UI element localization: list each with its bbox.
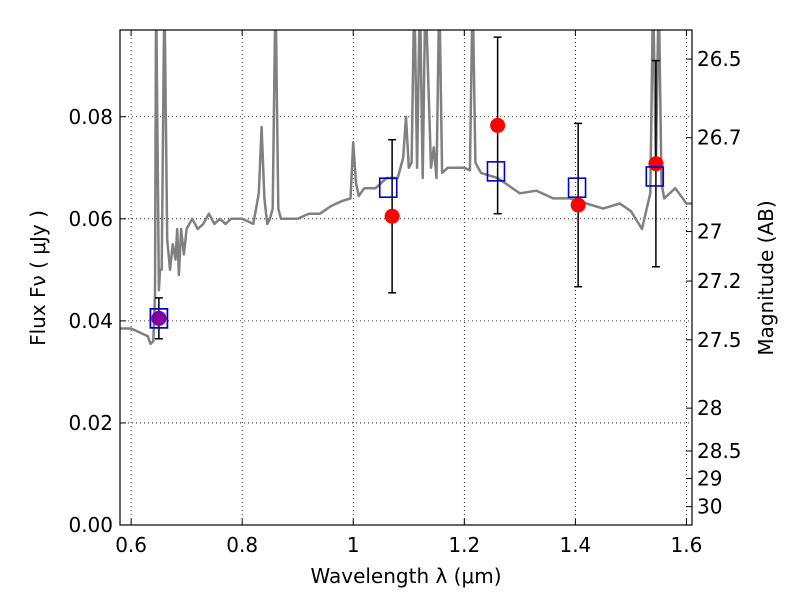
observed-point	[570, 197, 586, 213]
plot-background	[120, 30, 692, 525]
x-tick-label: 1.2	[448, 533, 480, 557]
x-tick-label: 1	[347, 533, 360, 557]
magnitude-tick-label: 30	[697, 495, 722, 519]
x-tick-label: 1.6	[671, 533, 703, 557]
magnitude-tick-label: 29	[697, 467, 722, 491]
magnitude-tick-label: 28	[697, 396, 722, 420]
magnitude-tick-label: 26.5	[697, 47, 742, 71]
model-photometry-point	[486, 161, 506, 182]
observed-point	[490, 117, 506, 133]
magnitude-tick-label: 27.2	[697, 269, 742, 293]
plot-area	[120, 30, 692, 346]
x-axis-label: Wavelength λ (μm)	[310, 564, 501, 588]
x-tick-label: 0.6	[115, 533, 147, 557]
y-axis-label: Flux Fν ( μJy )	[26, 210, 50, 346]
y-tick-label: 0.00	[68, 513, 113, 537]
model-photometry-points	[149, 161, 665, 329]
model-photometry-point	[567, 177, 587, 198]
y-tick-label: 0.06	[68, 207, 113, 231]
plot-frame	[119, 29, 693, 526]
x-tick-label: 0.8	[226, 533, 258, 557]
observed-point	[384, 208, 400, 224]
magnitude-tick-label: 28.5	[697, 439, 742, 463]
sed-model-line	[120, 30, 692, 346]
y-axis-ticks: 0.00 0.02 0.04 0.06 0.08	[68, 105, 126, 537]
magnitude-tick-label: 27	[697, 220, 722, 244]
magnitude-tick-label: 26.7	[697, 126, 742, 150]
x-axis-ticks: 0.6 0.8 1 1.2 1.4 1.6	[115, 30, 702, 557]
model-photometry-point-outline	[149, 308, 169, 329]
y-tick-label: 0.08	[68, 105, 113, 129]
right-axis-label: Magnitude (AB)	[754, 200, 778, 355]
y-tick-label: 0.04	[68, 309, 113, 333]
model-photometry-point	[645, 166, 665, 187]
magnitude-axis-ticks: 26.5 26.7 27 27.2 27.5 28 28.5 29 30	[686, 47, 742, 519]
x-tick-label: 1.4	[559, 533, 591, 557]
model-photometry-point	[378, 177, 398, 198]
blended-point	[151, 310, 167, 326]
magnitude-tick-label: 27.5	[697, 328, 742, 352]
y-tick-label: 0.02	[68, 411, 113, 435]
